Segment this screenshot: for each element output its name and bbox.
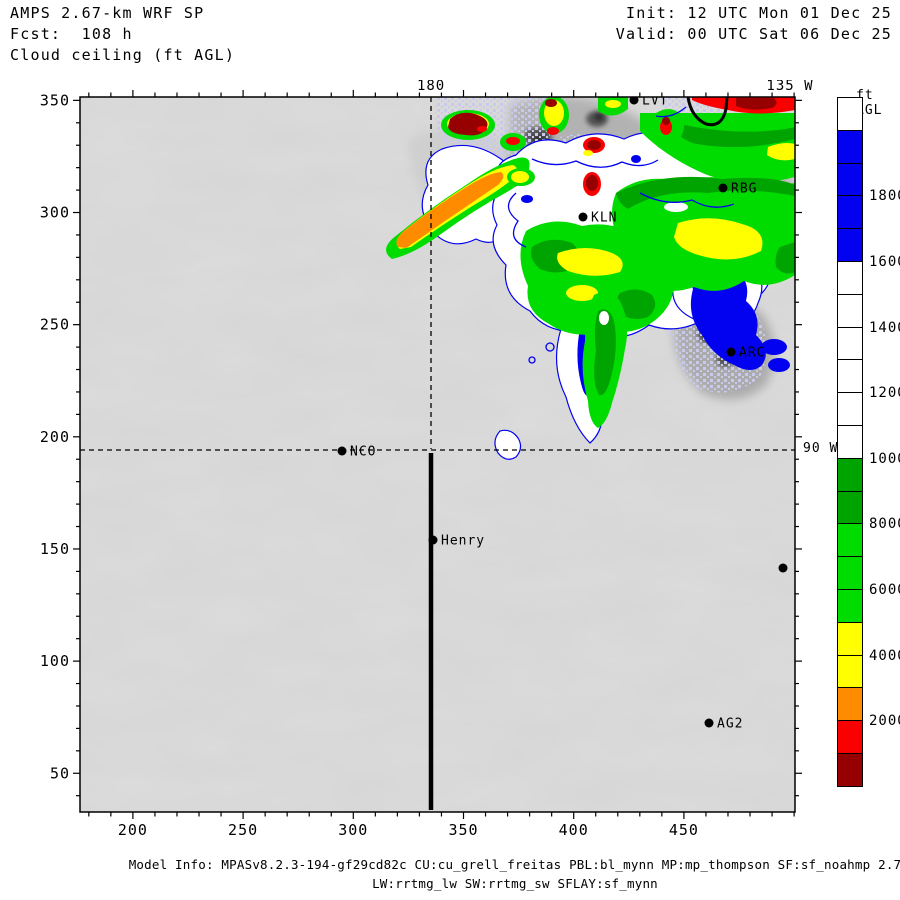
valid-time: Valid: 00 UTC Sat 06 Dec 25: [615, 25, 892, 43]
y-tick-label: 150: [40, 540, 70, 558]
x-tick-label: 350: [448, 821, 478, 839]
axis-labels: 200 250 300 350 400 450 350 300 250 200 150 100 50 18…: [40, 80, 838, 839]
colorbar-label: 18000: [869, 188, 900, 205]
colorbar-cell: [837, 588, 863, 623]
colorbar-cell: [837, 228, 863, 262]
station-dot: [337, 446, 347, 456]
station-label: NCO: [350, 445, 376, 460]
station-dot: [778, 563, 788, 573]
station-label: LVT: [642, 94, 668, 109]
x-tick-label: 250: [228, 821, 258, 839]
colorbar-label: 10000: [869, 450, 900, 467]
model-info-line: Model Info: MPASv8.2.3-194-gf29cd82c CU:…: [128, 857, 900, 872]
axis-ticks: [73, 90, 802, 819]
y-tick-label: 200: [40, 428, 70, 446]
init-time: Init: 12 UTC Mon 01 Dec 25: [626, 4, 892, 22]
station-dot: [629, 97, 639, 105]
coastline: [686, 97, 729, 127]
colorbar-cell: [837, 195, 863, 230]
colorbar-cell: [837, 424, 863, 459]
colorbar-cell: [837, 293, 863, 328]
colorbar-cell: [837, 129, 863, 164]
colorbar-cell: [837, 687, 863, 722]
colorbar-label: 12000: [869, 385, 900, 402]
colorbar-label: 14000: [869, 319, 900, 336]
top-grid-label: 135 W: [766, 80, 813, 94]
right-grid-label: 90 W: [803, 441, 838, 456]
y-tick-label: 250: [40, 316, 70, 334]
station-dot: [726, 347, 736, 357]
y-tick-label: 300: [40, 204, 70, 222]
colorbar-cell: [837, 457, 863, 492]
model-title: AMPS 2.67-km WRF SP: [10, 4, 205, 22]
station-markers: RBG KLN LVT ARC NCO Henry AG2: [337, 94, 788, 732]
x-tick-label: 200: [118, 821, 148, 839]
station-dot: [718, 183, 728, 193]
colorbar-cell: [837, 720, 863, 754]
forecast-hour: Fcst: 108 h: [10, 25, 133, 43]
x-tick-label: 400: [559, 821, 589, 839]
colorbar-cell: [837, 359, 863, 394]
colorbar-cell: [837, 523, 863, 558]
station-label: ARC: [739, 346, 765, 361]
grid-lines: [80, 97, 795, 810]
colorbar-cell: [837, 621, 863, 656]
station-label: RBG: [731, 182, 757, 197]
y-tick-label: 100: [40, 652, 70, 670]
plot-frame: [79, 96, 796, 813]
physics-info-line: LW:rrtmg_lw SW:rrtmg_sw SFLAY:sf_mynn: [372, 876, 658, 891]
station-label: AG2: [717, 717, 743, 732]
colorbar-label: 4000: [869, 647, 900, 664]
x-tick-label: 300: [338, 821, 368, 839]
top-grid-label: 180: [417, 80, 445, 94]
colorbar-cell: [837, 326, 863, 361]
colorbar-cell: [837, 556, 863, 590]
colorbar-label: 8000: [869, 516, 900, 533]
colorbar-cell: [837, 654, 863, 689]
field-title: Cloud ceiling (ft AGL): [10, 46, 236, 64]
y-tick-label: 350: [40, 91, 70, 109]
x-tick-label: 450: [669, 821, 699, 839]
map-plot: RBG KLN LVT ARC NCO Henry AG2 200 250 300 350 400 4…: [40, 80, 838, 839]
colorbar-label: 6000: [869, 582, 900, 598]
colorbar-cell: [837, 490, 863, 525]
colorbar-cell: [837, 97, 863, 131]
station-dot: [704, 718, 714, 728]
colorbar-label: 16000: [869, 254, 900, 270]
map-area: RBG KLN LVT ARC NCO Henry AG2: [80, 94, 795, 812]
colorbar-cell: [837, 162, 863, 197]
y-tick-label: 50: [50, 764, 70, 782]
station-label: KLN: [591, 211, 617, 226]
colorbar: [837, 97, 863, 787]
cloud-field-art: [386, 97, 795, 460]
colorbar-cell: [837, 392, 863, 426]
station-label: Henry: [441, 534, 485, 549]
colorbar-label: 2000: [869, 713, 900, 730]
colorbar-cell: [837, 260, 863, 295]
station-dot: [428, 535, 438, 545]
colorbar-cell: [837, 752, 863, 787]
station-dot: [578, 212, 588, 222]
